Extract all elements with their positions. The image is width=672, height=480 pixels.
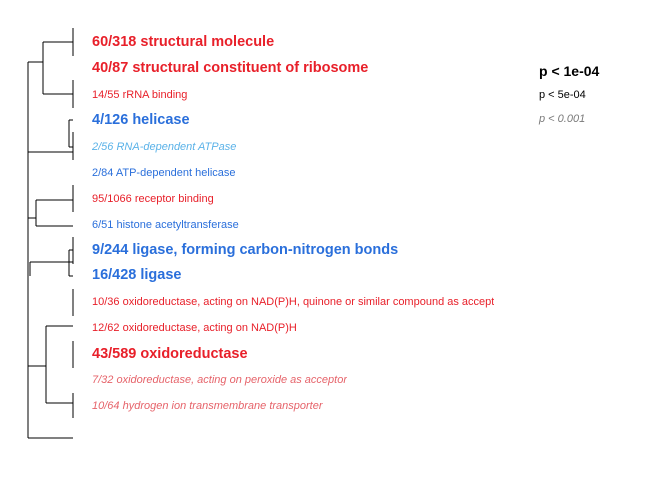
term-label: 60/318 structural molecule bbox=[92, 35, 275, 50]
term-label: 12/62 oxidoreductase, acting on NAD(P)H bbox=[92, 323, 297, 334]
term-label: 7/32 oxidoreductase, acting on peroxide … bbox=[92, 375, 347, 386]
term-label: 40/87 structural constituent of ribosome bbox=[92, 61, 369, 76]
term-label: 2/56 RNA-dependent ATPase bbox=[92, 142, 237, 153]
term-label: 10/64 hydrogen ion transmembrane transpo… bbox=[92, 401, 323, 412]
term-label: 14/55 rRNA binding bbox=[92, 90, 188, 101]
legend-item-p-1e-04: p < 1e-04 bbox=[539, 63, 600, 79]
term-label: 10/36 oxidoreductase, acting on NAD(P)H,… bbox=[92, 297, 495, 308]
legend-item-p-0-001: p < 0.001 bbox=[539, 113, 586, 125]
term-label: 6/51 histone acetyltransferase bbox=[92, 220, 239, 231]
term-label: 43/589 oxidoreductase bbox=[92, 347, 248, 362]
legend-item-p-5e-04: p < 5e-04 bbox=[539, 89, 586, 101]
term-label: 16/428 ligase bbox=[92, 268, 182, 283]
term-label: 4/126 helicase bbox=[92, 113, 190, 128]
term-label: 9/244 ligase, forming carbon-nitrogen bo… bbox=[92, 243, 399, 258]
term-label: 95/1066 receptor binding bbox=[92, 194, 214, 205]
term-label: 2/84 ATP-dependent helicase bbox=[92, 168, 236, 179]
